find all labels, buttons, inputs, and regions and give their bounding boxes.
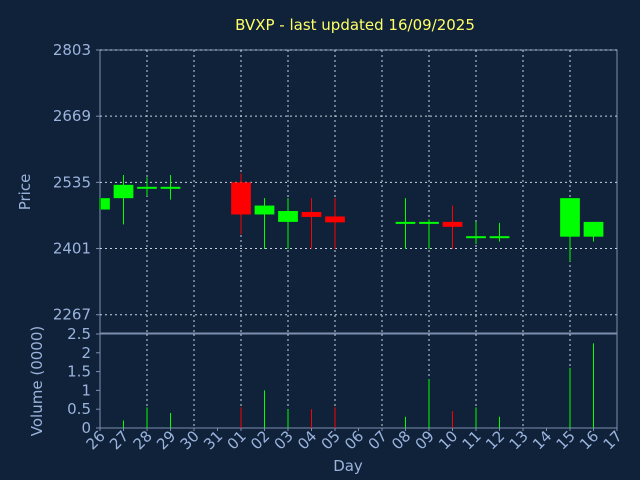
x-tick-label: 13 bbox=[506, 427, 532, 453]
x-axis-label: Day bbox=[333, 457, 363, 475]
x-tick-label: 28 bbox=[130, 427, 156, 453]
x-tick-label: 08 bbox=[388, 427, 414, 453]
volume-tick-label: 0.5 bbox=[67, 400, 91, 418]
x-tick-label: 05 bbox=[318, 427, 344, 453]
x-tick-label: 11 bbox=[459, 427, 485, 453]
x-tick-label: 09 bbox=[412, 427, 438, 453]
x-tick-label: 17 bbox=[600, 427, 626, 453]
candle-body bbox=[419, 221, 439, 224]
x-tick-label: 31 bbox=[200, 427, 226, 453]
x-tick-label: 06 bbox=[341, 427, 367, 453]
candle-body bbox=[113, 184, 134, 199]
x-tick-label: 07 bbox=[365, 427, 391, 453]
x-axis: 2627282930310102030405060708091011121314… bbox=[83, 427, 626, 453]
price-panel: 2267 2401 2535 2669 2803 bbox=[53, 41, 618, 334]
candle-body bbox=[583, 221, 604, 237]
price-tick-label: 2669 bbox=[53, 107, 91, 125]
candle-body bbox=[489, 236, 510, 239]
candle-body bbox=[442, 221, 463, 227]
candle-body bbox=[278, 211, 298, 222]
price-tick-label: 2535 bbox=[53, 173, 91, 191]
price-tick-label: 2401 bbox=[53, 240, 91, 258]
candle-body bbox=[160, 186, 181, 189]
x-tick-label: 02 bbox=[247, 427, 273, 453]
candle-body bbox=[466, 236, 486, 239]
x-tick-label: 15 bbox=[553, 427, 579, 453]
volume-axis-label: Volume (0000) bbox=[28, 326, 46, 436]
volume-tick-label: 0 bbox=[81, 419, 91, 437]
x-tick-label: 12 bbox=[482, 427, 508, 453]
volume-tick-label: 2.5 bbox=[67, 325, 91, 343]
x-tick-label: 14 bbox=[529, 427, 555, 453]
chart-title: BVXP - last updated 16/09/2025 bbox=[235, 16, 475, 34]
candle-body bbox=[325, 216, 345, 223]
candle-body bbox=[231, 182, 251, 215]
x-tick-label: 16 bbox=[576, 427, 602, 453]
candle-body bbox=[101, 198, 110, 210]
price-axis-label: Price bbox=[16, 174, 34, 211]
price-plot-frame bbox=[99, 49, 618, 334]
volume-tick-label: 1 bbox=[81, 381, 91, 399]
x-tick-label: 01 bbox=[224, 427, 250, 453]
x-tick-label: 10 bbox=[435, 427, 461, 453]
x-tick-label: 29 bbox=[153, 427, 179, 453]
price-tick-label: 2267 bbox=[53, 306, 91, 324]
volume-panel: 00.511.522.5 bbox=[67, 325, 618, 437]
volume-tick-label: 1.5 bbox=[67, 363, 91, 381]
candle-body bbox=[560, 198, 580, 237]
x-tick-label: 03 bbox=[271, 427, 297, 453]
x-tick-label: 30 bbox=[177, 427, 203, 453]
x-tick-label: 04 bbox=[294, 427, 320, 453]
candle-body bbox=[137, 186, 157, 189]
volume-plot-frame bbox=[99, 333, 618, 429]
candle-body bbox=[254, 205, 275, 215]
price-tick-label: 2803 bbox=[53, 41, 91, 59]
x-tick-label: 27 bbox=[106, 427, 132, 453]
candle-body bbox=[395, 221, 416, 224]
candle-body bbox=[301, 211, 322, 217]
volume-tick-label: 2 bbox=[81, 344, 91, 362]
